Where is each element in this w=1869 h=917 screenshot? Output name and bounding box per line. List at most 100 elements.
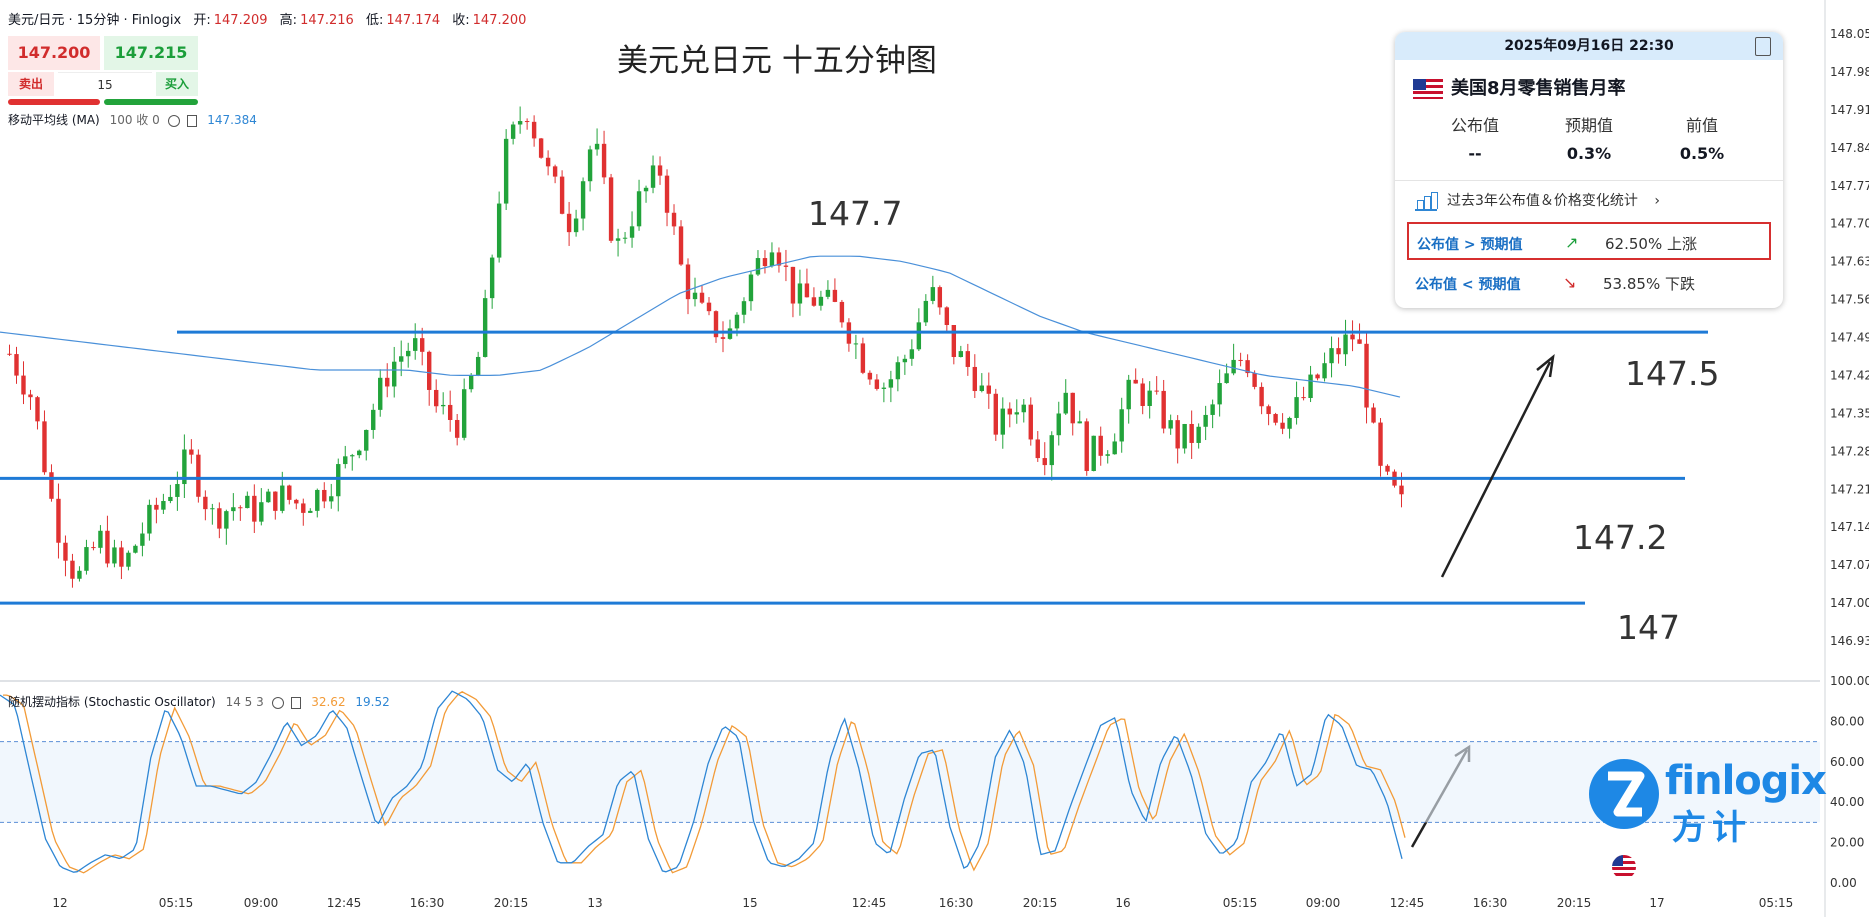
candle-body	[1098, 435, 1103, 456]
sell-button[interactable]: 卖出	[8, 72, 54, 96]
stat-row-below-forecast[interactable]: 公布值 < 预期值 ↘ 53.85% 下跌	[1407, 264, 1771, 302]
candle-body	[657, 165, 663, 176]
candle-body	[580, 181, 586, 219]
candle-body	[154, 504, 159, 510]
candle-body	[972, 366, 978, 392]
candle-body	[1203, 414, 1208, 427]
gear-icon[interactable]	[271, 696, 284, 709]
price-tick-label: 147.630	[1830, 255, 1869, 269]
candle-body	[1161, 390, 1166, 429]
event-name: 美国8月零售销售月率	[1451, 78, 1626, 99]
row1-condition: 公布值 > 预期值	[1417, 237, 1523, 253]
stochastic-legend[interactable]: 随机摆动指标 (Stochastic Oscillator) 14 5 3 32…	[8, 693, 390, 710]
buy-button[interactable]: 买入	[156, 72, 198, 96]
candle-body	[678, 226, 684, 265]
time-tick-label: 20:15	[1557, 896, 1592, 910]
candle-body	[1210, 404, 1215, 415]
ma-legend[interactable]: 移动平均线 (MA) 100 收 0 147.384	[8, 111, 257, 128]
candle-body	[895, 362, 901, 380]
event-datetime: 2025年09月16日 22:30	[1395, 32, 1783, 60]
sell-ratio-bar	[8, 99, 100, 105]
time-tick-label: 16:30	[939, 896, 974, 910]
candle-body	[923, 300, 929, 323]
time-axis[interactable]: 12 05:15 09:00 12:45 16:30 20:15 13 15 12:45 16:3…	[52, 896, 1793, 910]
buy-price[interactable]: 147.215	[104, 36, 198, 70]
chart-title: 美元兑日元 十五分钟图	[617, 43, 937, 79]
price-tick-label: 147.490	[1830, 331, 1869, 345]
candle-body	[748, 274, 754, 302]
candle-body	[49, 472, 54, 499]
up-arrow-main	[1440, 361, 1552, 578]
trash-icon[interactable]	[291, 696, 302, 709]
candle-body	[573, 218, 579, 233]
candle-body	[1189, 423, 1194, 443]
candle-body	[175, 484, 180, 497]
price-tick-label: 147.980	[1830, 65, 1869, 79]
stoch-tick-label: 0.00	[1830, 876, 1857, 890]
candle-body	[1217, 383, 1222, 405]
stoch-tick-label: 40.00	[1830, 795, 1864, 809]
candle-body	[1385, 465, 1390, 472]
candle-body	[993, 393, 998, 435]
clipboard-icon[interactable]	[1755, 37, 1771, 56]
gear-icon[interactable]	[167, 114, 180, 127]
candle-body	[1119, 409, 1124, 442]
price-tick-label: 147.000	[1830, 596, 1869, 610]
candle-body	[259, 502, 264, 522]
time-tick-label: 05:15	[1223, 896, 1258, 910]
label-147: 147	[1617, 608, 1680, 647]
sell-price[interactable]: 147.200	[8, 36, 100, 70]
low-value: 147.174	[386, 13, 441, 28]
candle-body	[790, 266, 796, 304]
candle-body	[776, 252, 782, 266]
candle-body	[217, 508, 222, 529]
candle-body	[636, 191, 642, 227]
candle-body	[951, 324, 957, 358]
label-147-2: 147.2	[1573, 518, 1668, 557]
candle-body	[287, 485, 292, 500]
candle-body	[322, 489, 327, 502]
quantity-input[interactable]: 15	[58, 72, 152, 97]
candle-body	[468, 375, 474, 390]
candle-body	[489, 257, 495, 299]
candle-body	[531, 121, 537, 139]
candle-body	[1007, 408, 1012, 415]
time-tick-label: 15	[742, 896, 757, 910]
candle-body	[133, 545, 138, 553]
candle-body	[1308, 374, 1313, 399]
candle-body	[105, 530, 110, 564]
candle-body	[832, 289, 838, 302]
price-axis[interactable]: 148.050 147.980 147.910 147.840 147.770 147.7…	[1830, 27, 1869, 890]
trash-icon[interactable]	[187, 114, 198, 127]
divider	[1395, 180, 1783, 181]
candle-body	[909, 349, 915, 359]
us-flag-icon	[1612, 855, 1636, 879]
candle-body	[1056, 413, 1061, 436]
candle-body	[1238, 359, 1243, 361]
candle-body	[189, 449, 194, 455]
economic-event-card[interactable]: 2025年09月16日 22:30 美国8月零售销售月率 公布值 预期值 前值 …	[1395, 32, 1783, 308]
symbol-label: 美元/日元 · 15分钟 · Finlogix	[8, 13, 182, 28]
candle-body	[944, 307, 950, 325]
candle-body	[161, 501, 166, 510]
candle-body	[1091, 435, 1096, 471]
candle-body	[1357, 339, 1362, 344]
candle-body	[503, 138, 509, 204]
previous-header: 前值	[1685, 116, 1718, 135]
candle-body	[622, 237, 628, 239]
candle-body	[1322, 363, 1327, 379]
candle-body	[1147, 390, 1152, 406]
horizontal-levels[interactable]	[0, 330, 1708, 605]
price-tick-label: 147.910	[1830, 103, 1869, 117]
candle-body	[965, 351, 971, 367]
time-tick-label: 16:30	[410, 896, 445, 910]
candle-body	[1371, 407, 1376, 423]
candle-body	[839, 301, 845, 323]
label-147-5: 147.5	[1625, 354, 1720, 393]
stat-row-above-forecast[interactable]: 公布值 > 预期值 ↗ 62.50% 上涨	[1407, 222, 1771, 260]
candle-body	[413, 338, 418, 351]
stats-link[interactable]: 过去3年公布值＆价格变化统计 ›	[1415, 190, 1660, 211]
candle-body	[1287, 417, 1292, 429]
time-tick-label: 16:30	[1473, 896, 1508, 910]
